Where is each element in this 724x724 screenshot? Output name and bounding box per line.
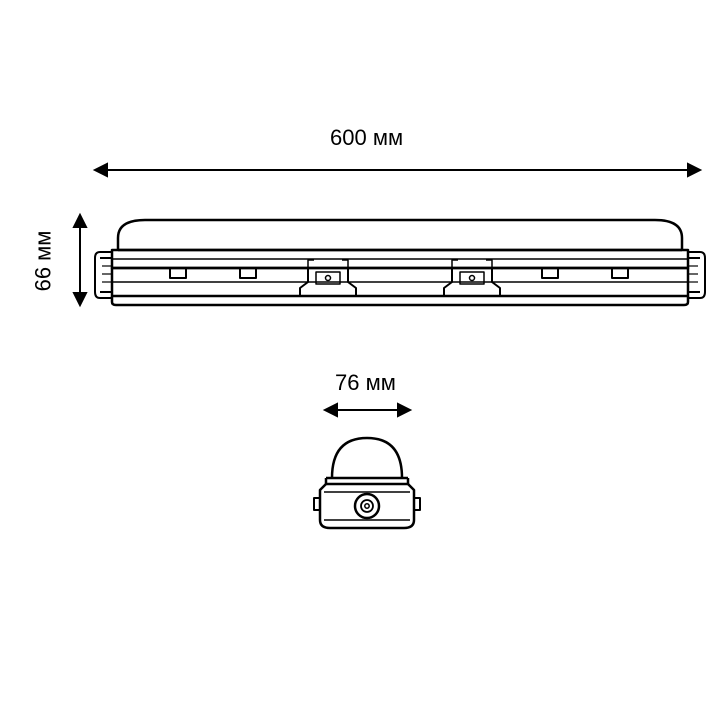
side-view <box>95 220 705 305</box>
width-dimension-label: 600 мм <box>330 125 403 151</box>
depth-dimension-arrow <box>325 404 410 416</box>
drawing-svg <box>0 0 724 724</box>
end-view <box>314 438 420 528</box>
height-dimension-arrow <box>74 215 86 305</box>
depth-dimension-label: 76 мм <box>335 370 396 396</box>
height-dimension-label: 66 мм <box>30 231 56 292</box>
technical-drawing: 600 мм 66 мм 76 мм <box>0 0 724 724</box>
width-dimension-arrow <box>95 164 700 176</box>
